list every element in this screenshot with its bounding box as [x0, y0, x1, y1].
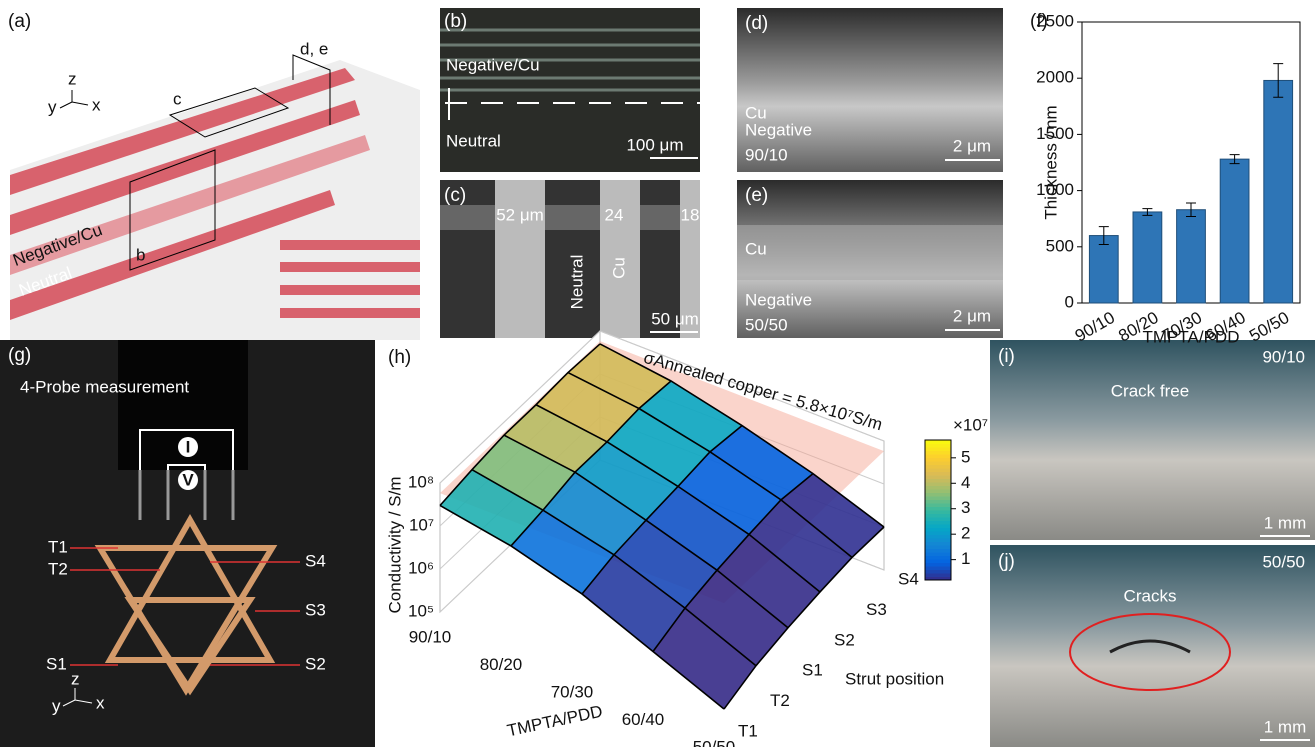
- panel-label: (c): [444, 185, 466, 206]
- ratio-label: 50/50: [1262, 552, 1305, 571]
- y-tick-label: S1: [802, 661, 823, 680]
- caption: Cracks: [1124, 586, 1177, 605]
- panel-label: (d): [745, 13, 768, 34]
- panel-b: (b) Negative/Cu Neutral 100 μm: [440, 8, 700, 172]
- axis-label: z: [68, 69, 77, 88]
- colorbar-tick-label: 4: [961, 473, 970, 492]
- x-tick-label: 80/20: [480, 655, 523, 674]
- panel-c: (c) 52 μm 24 18 Neutral Cu 50 μm: [440, 180, 700, 338]
- region-label: Neutral: [446, 131, 501, 150]
- colorbar-tick-label: 1: [961, 549, 970, 568]
- scale-label: 2 μm: [953, 306, 991, 325]
- panel-label: (e): [745, 185, 768, 206]
- region-label: Neutral: [567, 255, 586, 310]
- x-tick-label: 50/50: [1246, 308, 1292, 346]
- box-label: d, e: [300, 39, 328, 58]
- panel-label: (j): [998, 551, 1015, 572]
- region-label: Cu: [609, 257, 628, 279]
- width-label: 18: [681, 205, 700, 224]
- colorbar-multiplier: ×10⁷: [953, 415, 988, 434]
- panel-label: (h): [388, 347, 411, 368]
- panel-g: (g) 4-Probe measurement I V T1 T2 S1 S4 …: [0, 340, 375, 747]
- strut-label: S3: [305, 600, 326, 619]
- colorbar-tick-label: 2: [961, 524, 970, 543]
- bar: [1264, 80, 1293, 303]
- box-label: b: [136, 245, 145, 264]
- axis-label: y: [48, 97, 57, 116]
- strut-label: T2: [48, 559, 68, 578]
- strut-label: T1: [48, 537, 68, 556]
- panel-label: (i): [998, 346, 1015, 367]
- probe-label: V: [182, 470, 194, 489]
- strut-label: S4: [305, 551, 326, 570]
- panel-i: (i) 90/10 Crack free 1 mm: [990, 340, 1315, 540]
- panel-a: (a) z y x c d, e b Negative/Cu Neutral: [8, 11, 420, 340]
- scale-label: 2 μm: [953, 136, 991, 155]
- z-tick-label: 10⁷: [409, 515, 434, 534]
- y-tick-label: 500: [1046, 236, 1074, 255]
- figure: (a) z y x c d, e b Negative/Cu Neutral (…: [0, 0, 1315, 747]
- y-tick-label: 0: [1065, 292, 1074, 311]
- y-tick-label: 2000: [1036, 68, 1074, 87]
- y-tick-label: S3: [866, 600, 887, 619]
- x-tick-label: 90/10: [1072, 308, 1118, 346]
- y-tick-label: T2: [770, 691, 790, 710]
- x-tick-label: 60/40: [622, 710, 665, 729]
- y-tick-label: 2500: [1036, 11, 1074, 30]
- x-tick-label: 50/50: [693, 737, 736, 747]
- box-label: c: [173, 89, 182, 108]
- y-tick-label: S2: [834, 630, 855, 649]
- panel-title: 4-Probe measurement: [20, 377, 189, 396]
- ratio-label: 90/10: [1262, 347, 1305, 366]
- colorbar-tick-label: 5: [961, 447, 970, 466]
- scale-label: 1 mm: [1264, 513, 1307, 532]
- panel-d: (d) Cu Negative 90/10 2 μm: [737, 8, 1003, 172]
- width-label: 52 μm: [496, 205, 544, 224]
- panel-label: (g): [8, 345, 31, 366]
- ratio-label: 50/50: [745, 315, 788, 334]
- panel-label: (a): [8, 11, 31, 32]
- panel-e: (e) Cu Negative 50/50 2 μm: [737, 180, 1003, 338]
- z-tick-label: 10⁶: [408, 558, 434, 577]
- bar: [1133, 212, 1162, 303]
- width-label: 24: [605, 205, 624, 224]
- bar: [1177, 210, 1206, 303]
- axis-label: x: [92, 95, 101, 114]
- y-axis-label: Thickness / nm: [1041, 105, 1060, 219]
- panel-j: (j) 50/50 Cracks 1 mm: [990, 545, 1315, 747]
- strut-label: S1: [46, 654, 67, 673]
- region-label: Negative/Cu: [446, 55, 540, 74]
- z-axis-label: Conductivity / S/m: [385, 477, 404, 614]
- axis-label: x: [96, 693, 105, 712]
- strut-label: S2: [305, 654, 326, 673]
- probe-label: I: [186, 437, 191, 456]
- y-axis-label: Strut position: [845, 669, 944, 688]
- axis-label: z: [71, 669, 80, 688]
- panel-label: (b): [444, 11, 467, 32]
- x-axis-label: TMPTA/PDD: [505, 702, 604, 741]
- layer-label: Cu: [745, 239, 767, 258]
- bar: [1089, 236, 1118, 303]
- x-tick-label: 90/10: [409, 627, 452, 646]
- colorbar-tick-label: 3: [961, 498, 970, 517]
- y-tick-label: T1: [738, 721, 758, 740]
- ratio-label: 90/10: [745, 145, 788, 164]
- z-tick-label: 10⁸: [408, 472, 434, 491]
- layer-label: Negative: [745, 120, 812, 139]
- scale-label: 50 μm: [651, 309, 699, 328]
- y-tick-label: S4: [898, 569, 919, 588]
- z-tick-label: 10⁵: [408, 601, 434, 620]
- x-tick-label: 70/30: [551, 682, 594, 701]
- layer-label: Negative: [745, 290, 812, 309]
- bar: [1220, 159, 1249, 303]
- scale-label: 100 μm: [626, 135, 683, 154]
- scale-label: 1 mm: [1264, 717, 1307, 736]
- axis-label: y: [52, 696, 61, 715]
- caption: Crack free: [1111, 381, 1189, 400]
